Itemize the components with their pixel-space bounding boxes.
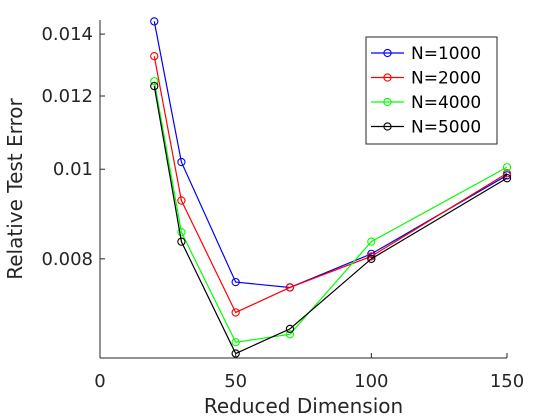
y-axis-label: Relative Test Error [3, 97, 27, 279]
y-tick-label: 0.012 [41, 86, 93, 107]
legend-marker [383, 48, 392, 58]
series-line-2 [153, 56, 508, 314]
series-line-3 [153, 81, 508, 343]
x-tick-label: 150 [490, 371, 524, 392]
x-tick-label: 0 [94, 371, 105, 392]
data-point [502, 169, 512, 178]
data-point [367, 254, 376, 263]
data-point [502, 163, 512, 172]
y-tick-label: 0.014 [41, 24, 93, 45]
legend: N=1000 N=2000 N=4000 N=5000 [365, 36, 498, 145]
legend-label: N=1000 [411, 44, 481, 64]
axes-layer [99, 20, 507, 359]
data-point [177, 237, 186, 246]
data-point [285, 283, 295, 292]
legend-label: N=4000 [411, 93, 481, 113]
legend-label: N=2000 [411, 69, 481, 89]
data-point [502, 174, 512, 183]
data-point [150, 17, 159, 26]
x-tick-label: 100 [354, 371, 388, 392]
data-point [367, 237, 376, 246]
x-axis-label: Reduced Dimension [204, 394, 403, 418]
data-point [231, 277, 240, 287]
series-line-4 [153, 85, 508, 355]
data-point [285, 324, 295, 334]
data-point [150, 77, 159, 86]
data-point [150, 81, 159, 91]
x-tick-label: 50 [224, 371, 247, 392]
legend-marker [383, 97, 392, 107]
legend-marker [383, 122, 392, 131]
data-point [231, 308, 240, 317]
data-point [177, 227, 186, 237]
ticks-layer: 0 50 100 150 0.008 0.01 0.012 0.014 [41, 24, 524, 392]
data-point [177, 196, 186, 205]
data-point [150, 52, 159, 61]
y-tick-label: 0.008 [41, 249, 93, 270]
data-point [177, 157, 186, 167]
series-layer [150, 17, 512, 358]
legend-label: N=5000 [411, 118, 481, 138]
data-point [231, 338, 240, 347]
y-tick-label: 0.01 [53, 159, 93, 180]
data-point [285, 330, 295, 339]
series-line-1 [153, 21, 508, 289]
legend-marker [383, 73, 392, 82]
